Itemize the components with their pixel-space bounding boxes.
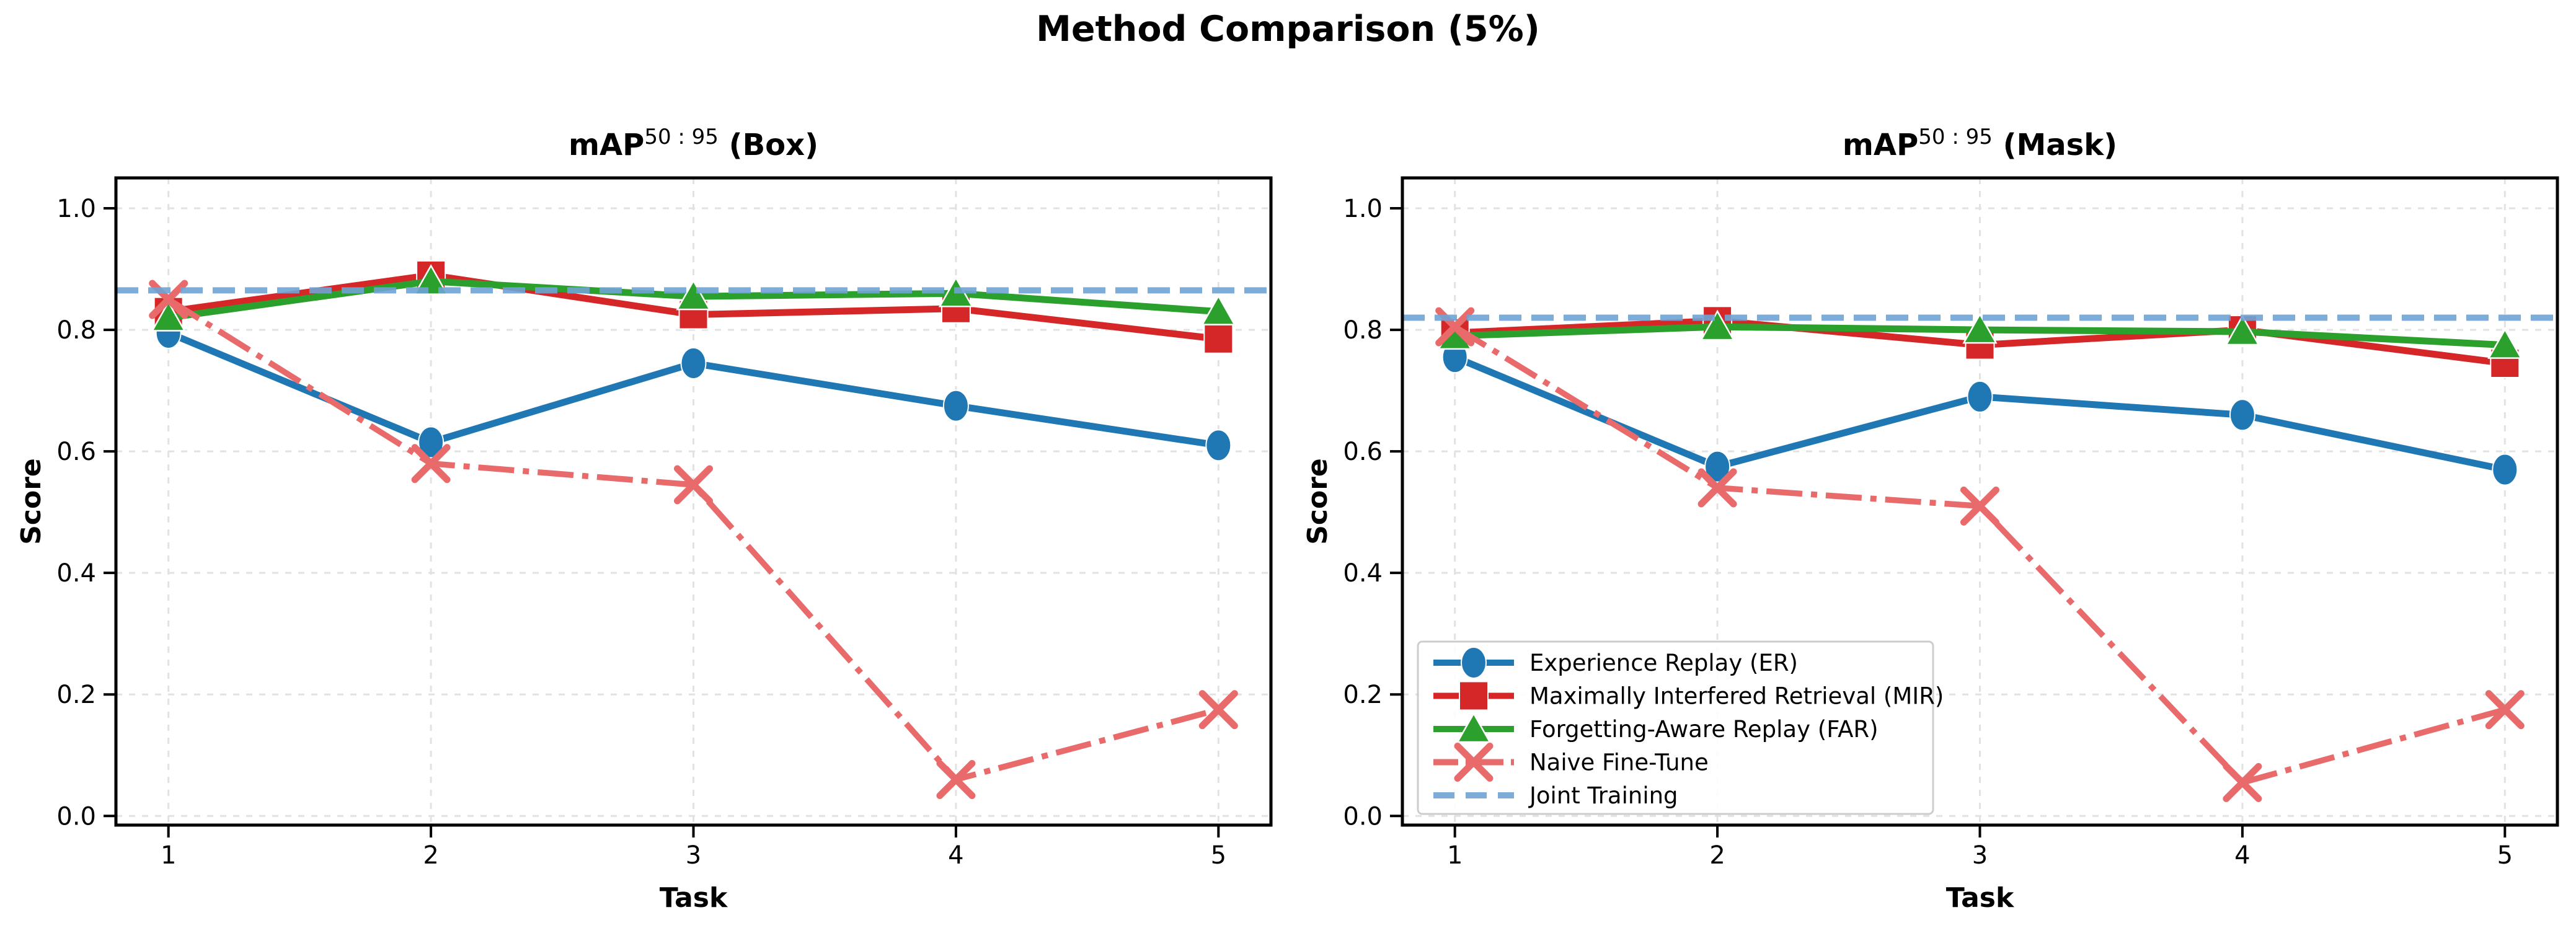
marker-x <box>936 759 976 799</box>
x-tick-label: 4 <box>2234 841 2250 870</box>
legend-label: Maximally Interfered Retrieval (MIR) <box>1529 683 1944 710</box>
marker-triangle <box>413 264 449 295</box>
y-tick-label: 1.0 <box>56 195 96 223</box>
legend-marker-circle <box>1461 647 1487 679</box>
axes-border <box>1401 176 2559 827</box>
marker-x <box>2223 762 2262 802</box>
marker-circle <box>2492 453 2518 486</box>
x-tick-label: 3 <box>1972 841 1988 870</box>
y-tick-label: 0.0 <box>56 802 96 831</box>
y-axis-label: Score <box>1302 458 1334 545</box>
subplot-title: mAP50 : 95 (Mask) <box>1843 125 2117 162</box>
x-tick-label: 1 <box>1447 841 1463 870</box>
marker-triangle <box>2487 328 2523 359</box>
marker-x <box>411 444 451 484</box>
marker-x <box>1198 690 1238 730</box>
x-axis-label: Task <box>1946 882 2015 914</box>
marker-x <box>674 465 713 505</box>
marker-x <box>1960 486 1999 526</box>
axes-border <box>114 176 1273 827</box>
x-tick-label: 2 <box>423 841 438 870</box>
marker-triangle <box>151 300 186 332</box>
legend-marker-square <box>1459 681 1489 711</box>
marker-circle <box>1704 450 1731 483</box>
y-tick-label: 0.8 <box>1343 316 1383 345</box>
marker-triangle <box>676 279 711 311</box>
y-tick-label: 1.0 <box>1343 195 1383 223</box>
legend-box <box>1417 640 1934 815</box>
marker-circle <box>1205 429 1232 462</box>
figure-title: Method Comparison (5%) <box>1036 9 1540 50</box>
y-tick-label: 0.6 <box>56 438 96 466</box>
marker-x <box>2485 690 2525 730</box>
x-tick-label: 1 <box>161 841 176 870</box>
x-tick-label: 2 <box>1709 841 1725 870</box>
y-tick-label: 0.4 <box>1343 559 1383 588</box>
marker-circle <box>418 426 445 459</box>
legend-label: Experience Replay (ER) <box>1529 650 1798 676</box>
marker-triangle <box>2224 314 2260 346</box>
x-tick-label: 4 <box>948 841 963 870</box>
marker-square <box>1203 324 1234 354</box>
legend-marker-triangle <box>1456 712 1492 743</box>
marker-circle <box>2229 399 2255 431</box>
legend-marker-x <box>1454 743 1494 782</box>
x-axis-label: Task <box>660 882 728 914</box>
x-tick-label: 3 <box>686 841 701 870</box>
marker-triangle <box>1201 294 1236 325</box>
marker-triangle <box>1699 309 1735 341</box>
y-axis-label: Score <box>15 458 47 545</box>
y-tick-label: 0.4 <box>56 559 96 588</box>
y-tick-label: 0.2 <box>1343 681 1383 709</box>
subplot-title: mAP50 : 95 (Box) <box>569 125 818 162</box>
legend-label: Naive Fine-Tune <box>1529 749 1709 776</box>
y-tick-label: 0.8 <box>56 316 96 345</box>
x-tick-label: 5 <box>1211 841 1226 870</box>
x-tick-label: 5 <box>2497 841 2513 870</box>
marker-x <box>1697 468 1737 508</box>
legend-label: Joint Training <box>1528 782 1678 809</box>
marker-circle <box>942 389 969 422</box>
marker-circle <box>1967 380 1993 413</box>
legend-label: Forgetting-Aware Replay (FAR) <box>1529 716 1879 743</box>
y-tick-label: 0.6 <box>1343 438 1383 466</box>
y-tick-label: 0.2 <box>56 681 96 709</box>
series-line-x <box>167 297 1219 783</box>
marker-circle <box>680 347 707 379</box>
marker-triangle <box>1962 312 1998 344</box>
y-tick-label: 0.0 <box>1343 802 1383 831</box>
